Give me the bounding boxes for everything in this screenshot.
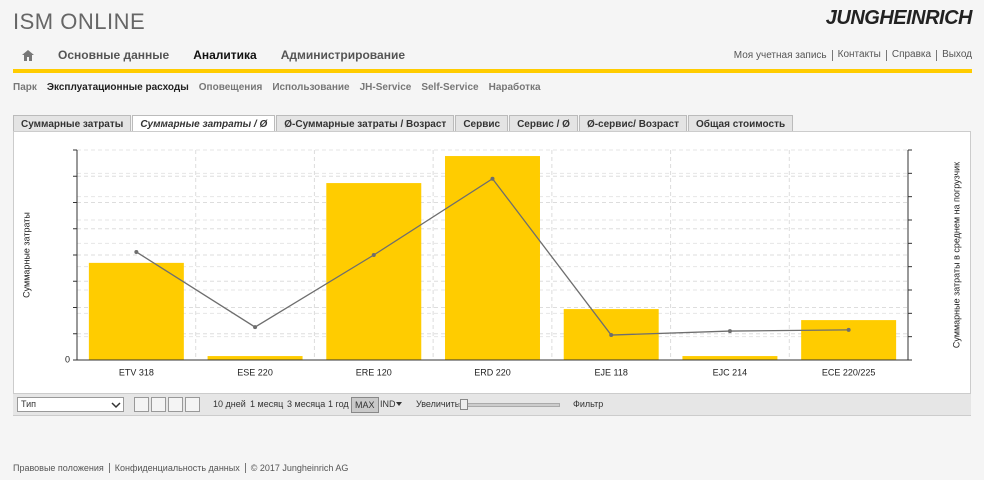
line-point <box>490 176 495 181</box>
bar <box>88 262 184 360</box>
tab[interactable]: Суммарные затраты / Ø <box>132 115 276 131</box>
dropdown-arrow <box>396 402 402 406</box>
bar <box>682 356 778 360</box>
period-button[interactable]: MAX <box>351 397 379 413</box>
tab[interactable]: Сервис <box>455 115 509 131</box>
y-axis-title: Суммарные затраты <box>21 212 31 298</box>
period-button[interactable]: 1 год <box>328 399 349 409</box>
x-tick-label: ERD 220 <box>474 367 511 377</box>
zoom-slider[interactable] <box>458 403 560 407</box>
link[interactable]: Моя учетная запись <box>733 50 827 61</box>
link[interactable]: Справка <box>885 50 931 61</box>
footer-link[interactable]: Правовые положения <box>13 463 104 473</box>
bar <box>801 320 897 360</box>
footer: Правовые положения Конфиденциальность да… <box>13 463 348 473</box>
line-point <box>253 325 258 330</box>
nav-item[interactable]: Основные данные <box>58 48 170 62</box>
main-nav: Основные данные Аналитика Администрирова… <box>22 48 405 62</box>
icon-button[interactable] <box>168 397 183 412</box>
select-arrow <box>111 402 121 409</box>
line-point <box>846 327 851 332</box>
sub-nav-item[interactable]: Self-Service <box>421 82 479 93</box>
tab[interactable]: Ø-Суммарные затраты / Возраст <box>276 115 455 131</box>
icon-button[interactable] <box>151 397 166 412</box>
filter-button[interactable]: Фильтр <box>573 399 604 409</box>
x-tick-label: ETV 318 <box>119 367 154 377</box>
bar <box>326 183 422 360</box>
y2-axis-title: Суммарные затраты в среднем на погрузчик <box>951 162 961 348</box>
nav-item[interactable]: Аналитика <box>193 48 257 62</box>
tab[interactable]: Общая стоимость <box>688 115 794 131</box>
bar <box>445 156 540 360</box>
sub-nav-item[interactable]: Парк <box>13 82 37 93</box>
sub-nav-item[interactable]: Эксплуатационные расходы <box>46 82 189 93</box>
period-button[interactable]: 10 дней <box>213 399 246 409</box>
x-tick-label: EJC 214 <box>713 367 748 377</box>
accent-bar <box>13 69 972 73</box>
line-point <box>371 253 376 257</box>
period-button[interactable]: 1 месяц <box>250 399 284 409</box>
index-button[interactable]: IND <box>380 399 396 409</box>
tab[interactable]: Ø-сервис/ Возраст <box>578 115 688 131</box>
y-tick-label: 0 <box>65 354 70 364</box>
icon-button[interactable] <box>134 397 149 412</box>
line-point <box>609 333 614 338</box>
link[interactable]: Выход <box>936 50 972 61</box>
select-text: Тип <box>21 399 37 409</box>
nav-item[interactable]: Администрирование <box>280 48 405 62</box>
line-point <box>134 249 139 254</box>
toolbar: Тип 10 дней 1 месяц 3 месяца 1 год MAX I… <box>13 393 971 415</box>
line-point <box>727 329 732 334</box>
type-select[interactable]: Тип <box>17 397 124 412</box>
x-tick-label: ECE 220/225 <box>822 367 876 377</box>
x-tick-label: EJE 118 <box>595 367 628 377</box>
link[interactable]: Контакты <box>831 50 881 61</box>
tab[interactable]: Суммарные затраты <box>13 115 132 131</box>
chart: 0 Суммарные затраты Суммарные затраты в ср… <box>21 149 961 377</box>
sub-nav-item[interactable]: Наработка <box>488 82 541 93</box>
x-tick-label: ESE 220 <box>237 367 273 377</box>
brand: JUNGHEINRICH <box>825 7 973 29</box>
slider-handle[interactable] <box>460 399 468 410</box>
sub-nav-item[interactable]: JH-Service <box>359 82 412 93</box>
user-links: Моя учетная запись Контакты Справка Выхо… <box>734 50 972 61</box>
tabs: Суммарные затраты Суммарные затраты / Ø … <box>13 115 794 131</box>
zoom-label: Увеличить <box>416 399 460 409</box>
sub-nav-item[interactable]: Использование <box>272 82 350 93</box>
sub-nav-item[interactable]: Оповещения <box>198 82 263 93</box>
home-icon[interactable] <box>22 49 34 61</box>
tab[interactable]: Сервис / Ø <box>509 115 578 131</box>
x-tick-label: ERE 120 <box>356 367 392 377</box>
period-button[interactable]: 3 месяца <box>287 399 326 409</box>
sub-nav: Парк Эксплуатационные расходы Оповещения… <box>13 82 541 93</box>
footer-text: © 2017 Jungheinrich AG <box>244 463 348 473</box>
logo[interactable]: ISM ONLINE <box>13 9 146 34</box>
icon-button[interactable] <box>185 397 200 412</box>
bar <box>207 356 303 360</box>
footer-link[interactable]: Конфиденциальность данных <box>108 463 240 473</box>
